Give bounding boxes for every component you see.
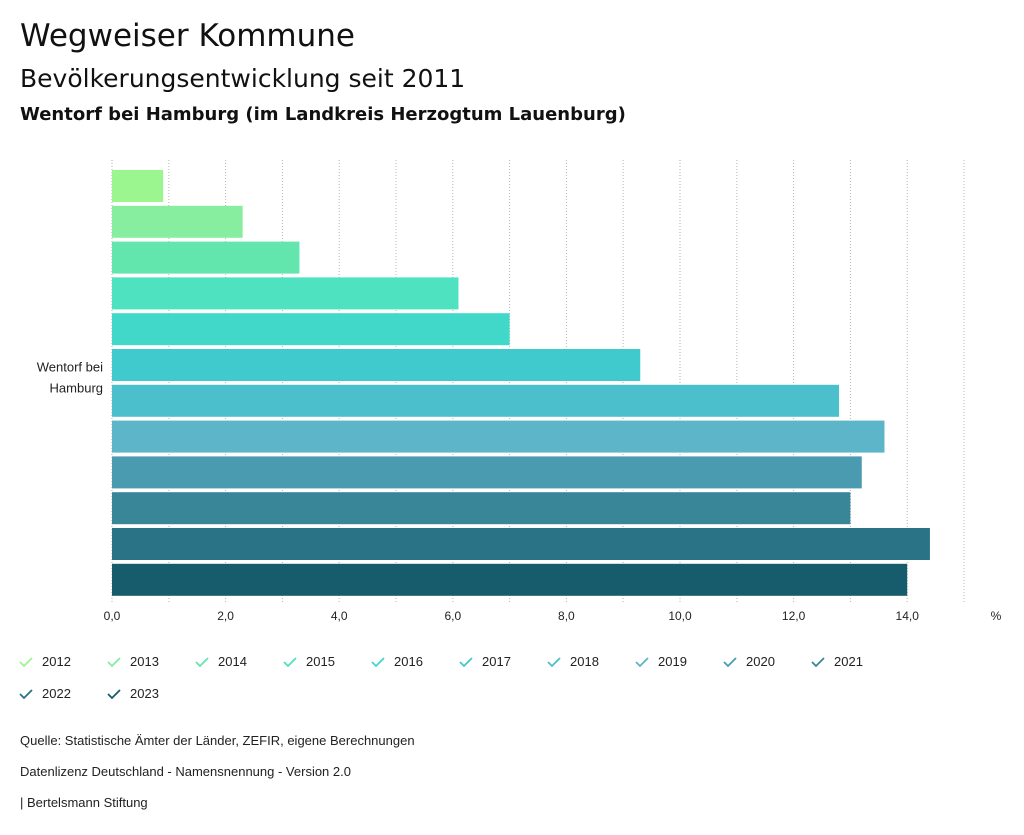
- bar-2022: [112, 528, 930, 560]
- x-tick-label: 10,0: [668, 609, 692, 623]
- bar-2020: [112, 456, 862, 489]
- x-tick-label: 12,0: [782, 609, 806, 623]
- region-title: Wentorf bei Hamburg (im Landkreis Herzog…: [20, 104, 626, 125]
- publisher-note: | Bertelsmann Stiftung: [20, 795, 148, 810]
- bar-2012: [112, 170, 164, 202]
- checkmark-icon: [371, 656, 385, 667]
- bar-series: [112, 170, 930, 596]
- legend-label: 2015: [306, 654, 335, 669]
- legend-item-2018[interactable]: 2018: [546, 654, 599, 669]
- legend-label: 2014: [218, 654, 247, 669]
- legend-label: 2021: [834, 654, 863, 669]
- legend-label: 2017: [482, 654, 511, 669]
- legend-item-2022[interactable]: 2022: [18, 686, 71, 701]
- bar-2016: [112, 313, 510, 346]
- legend-item-2020[interactable]: 2020: [722, 654, 775, 669]
- bar-2015: [112, 277, 459, 310]
- checkmark-icon: [107, 688, 121, 699]
- bar-2013: [112, 205, 243, 238]
- checkmark-icon: [635, 656, 649, 667]
- legend-label: 2012: [42, 654, 71, 669]
- source-note: Quelle: Statistische Ämter der Länder, Z…: [20, 733, 415, 748]
- checkmark-icon: [19, 656, 33, 667]
- x-tick-label: 0,0: [104, 609, 121, 623]
- legend-item-2017[interactable]: 2017: [458, 654, 511, 669]
- x-tick-label: 4,0: [331, 609, 348, 623]
- x-tick-label: 8,0: [558, 609, 575, 623]
- legend-item-2014[interactable]: 2014: [194, 654, 247, 669]
- bar-2019: [112, 420, 885, 453]
- checkmark-icon: [107, 656, 121, 667]
- bar-2021: [112, 492, 851, 525]
- bar-chart: 0,0 2,0 4,0 6,0 8,0 10,0 12,0 14,0% Wentorf bei…: [37, 160, 1002, 623]
- checkmark-icon: [459, 656, 473, 667]
- legend-label: 2023: [130, 686, 159, 701]
- x-unit-label: %: [991, 609, 1002, 623]
- bar-2014: [112, 241, 300, 274]
- bar-2018: [112, 384, 840, 417]
- x-axis: 0,0 2,0 4,0 6,0 8,0 10,0 12,0 14,0%: [104, 609, 1002, 623]
- legend-label: 2019: [658, 654, 687, 669]
- legend-label: 2013: [130, 654, 159, 669]
- x-tick-label: 14,0: [896, 609, 920, 623]
- x-tick-label: 6,0: [444, 609, 461, 623]
- legend-item-2012[interactable]: 2012: [18, 654, 71, 669]
- y-axis: Wentorf bei Hamburg: [37, 359, 103, 395]
- checkmark-icon: [283, 656, 297, 667]
- checkmark-icon: [811, 656, 825, 667]
- legend-item-2021[interactable]: 2021: [810, 654, 863, 669]
- legend-label: 2018: [570, 654, 599, 669]
- legend-item-2019[interactable]: 2019: [634, 654, 687, 669]
- page-title: Wegweiser Kommune: [20, 18, 355, 54]
- legend-label: 2020: [746, 654, 775, 669]
- checkmark-icon: [547, 656, 561, 667]
- legend-label: 2022: [42, 686, 71, 701]
- bar-2017: [112, 349, 641, 381]
- category-label: Wentorf bei Hamburg: [37, 359, 103, 395]
- legend-item-2016[interactable]: 2016: [370, 654, 423, 669]
- legend-item-2015[interactable]: 2015: [282, 654, 335, 669]
- checkmark-icon: [723, 656, 737, 667]
- chart-subtitle: Bevölkerungsentwicklung seit 2011: [20, 64, 466, 93]
- legend-label: 2016: [394, 654, 423, 669]
- checkmark-icon: [19, 688, 33, 699]
- legend-item-2013[interactable]: 2013: [106, 654, 159, 669]
- x-tick-label: 2,0: [217, 609, 234, 623]
- license-note: Datenlizenz Deutschland - Namensnennung …: [20, 764, 351, 779]
- checkmark-icon: [195, 656, 209, 667]
- legend-item-2023[interactable]: 2023: [106, 686, 159, 701]
- bar-2023: [112, 563, 908, 596]
